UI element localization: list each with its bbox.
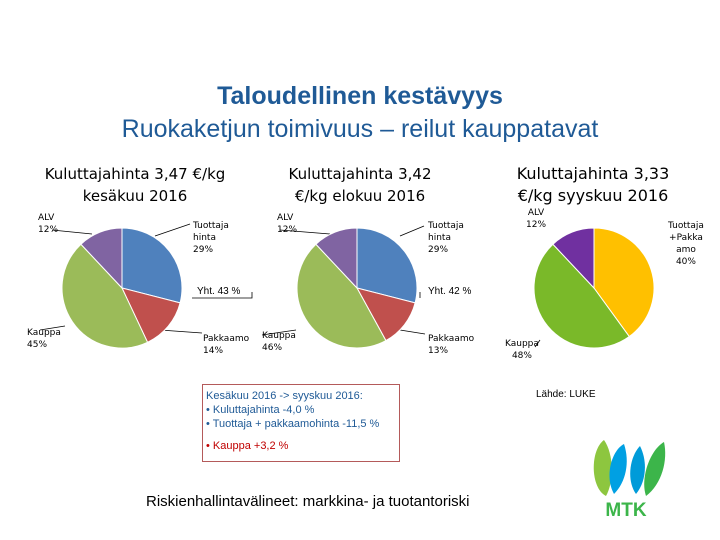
pie2-title: Kuluttajahinta 3,42 €/kg elokuu 2016: [235, 163, 485, 207]
pie2-label-kauppa-value: 46%: [262, 343, 283, 353]
pie2-slice-alv: [315, 227, 358, 290]
pie2-label-pakkaamo: Pakkaamo 13%: [428, 333, 474, 357]
pie3-label-kauppa: Kauppa 48%: [505, 338, 539, 362]
pie2-title-line1: Kuluttajahinta 3,42: [288, 165, 432, 183]
pie1-label-alv: ALV 12%: [38, 212, 58, 236]
pie1-slice-pakkaamo: [121, 287, 181, 343]
slide-title: Taloudellinen kestävyys: [217, 82, 503, 110]
pie3-slice-kauppa: [533, 243, 630, 349]
logo-leaf-mid-right: [630, 446, 645, 494]
pie3-title-line1: Kuluttajahinta 3,33: [516, 164, 670, 183]
pie1-pakkaamo-leader: [159, 329, 203, 334]
pie3-label-kauppa-name: Kauppa: [505, 339, 539, 349]
pie1-kauppa-leader: [39, 325, 66, 331]
pie2-slice-kauppa: [296, 243, 387, 349]
pie2-label-alv: ALV 12%: [277, 212, 297, 236]
pie1-yht-leader: [192, 292, 253, 299]
pie3-title: Kuluttajahinta 3,33 €/kg syyskuu 2016: [468, 163, 718, 207]
pie1-slice-tuottajahinta: [121, 227, 183, 304]
pie1-slice-kauppa: [61, 243, 149, 349]
logo-leaf-left: [593, 440, 612, 496]
pie1-total-label: Yht. 43 %: [197, 286, 241, 297]
pie2-label-pakkaamo-name: Pakkaamo: [428, 334, 475, 344]
pie1-label-alv-name: ALV: [38, 213, 55, 223]
pie1-title: Kuluttajahinta 3,47 €/kg kesäkuu 2016: [10, 163, 260, 207]
pie-chart-kesakuu: [61, 227, 183, 349]
pie1-title-line2: kesäkuu 2016: [82, 187, 188, 205]
pie2-alv-leader: [279, 229, 331, 235]
pie2-label-tuottaja: Tuottaja hinta 29%: [428, 220, 464, 256]
pie3-label-kauppa-value: 48%: [511, 351, 532, 361]
summary-line2: • Kuluttajahinta -4,0 %: [206, 404, 315, 416]
pie1-label-pakkaamo-value: 14%: [203, 346, 224, 356]
pie1-label-tuottaja-value: 29%: [193, 245, 214, 255]
pie1-label-tuottaja-name1: Tuottaja: [193, 221, 229, 231]
pie2-label-kauppa-name: Kauppa: [262, 331, 296, 341]
pie2-pakkaamo-leader: [399, 329, 426, 335]
pie2-slice-tuottajahinta: [356, 227, 418, 304]
pie1-label-pakkaamo: Pakkaamo 14%: [203, 333, 249, 357]
pie2-label-tuottaja-name2: hinta: [428, 233, 451, 243]
logo-text: MTK: [605, 500, 646, 521]
pie2-label-tuottaja-name1: Tuottaja: [428, 221, 464, 231]
pie3-label-tp-name2: +Pakka: [669, 233, 703, 243]
slide-subtitle: Ruokaketjun toimivuus – reilut kauppatav…: [121, 115, 599, 143]
pie1-label-kauppa: Kauppa 45%: [27, 327, 61, 351]
pie2-label-alv-value: 12%: [277, 225, 298, 235]
pie3-label-alv: ALV 12%: [526, 207, 546, 231]
pie2-label-tuottaja-value: 29%: [428, 245, 449, 255]
pie3-label-tp-name3: amo: [676, 245, 696, 255]
pie1-label-kauppa-value: 45%: [27, 340, 48, 350]
pie1-label-tuottaja: Tuottaja hinta 29%: [193, 220, 229, 256]
pie1-label-alv-value: 12%: [38, 225, 59, 235]
pie1-label-kauppa-name: Kauppa: [27, 328, 61, 338]
pie3-kauppa-leader: [534, 339, 541, 348]
pie2-label-pakkaamo-value: 13%: [428, 346, 449, 356]
pie1-label-pakkaamo-name: Pakkaamo: [203, 334, 250, 344]
pie3-label-tp-name1: Tuottaja: [668, 221, 704, 231]
summary-line4: • Kauppa +3,2 %: [206, 440, 289, 452]
logo-leaf-right: [644, 442, 666, 496]
pie2-kauppa-leader: [261, 329, 297, 336]
pie2-title-line2: €/kg elokuu 2016: [294, 187, 426, 205]
pie1-alv-leader: [51, 229, 93, 235]
logo-leaf-mid-left: [609, 444, 627, 494]
pie-chart-elokuu: [296, 227, 418, 349]
mtk-logo: MTK: [593, 440, 666, 521]
pie1-title-line1: Kuluttajahinta 3,47 €/kg: [44, 165, 226, 183]
summary-line3: • Tuottaja + pakkaamohinta -11,5 %: [206, 418, 380, 430]
pie1-label-tuottaja-name2: hinta: [193, 233, 216, 243]
summary-box: Kesäkuu 2016 -> syyskuu 2016: • Kuluttaj…: [202, 384, 400, 462]
pie1-tuottaja-leader: [154, 223, 191, 237]
pie-chart-syyskuu: [533, 227, 655, 349]
pie3-slice-alv: [552, 227, 595, 290]
summary-line1: Kesäkuu 2016 -> syyskuu 2016:: [206, 390, 363, 402]
pie3-label-tp-value: 40%: [675, 257, 696, 267]
pie3-label-tuottaja-pakkaamo: Tuottaja +Pakka amo 40%: [668, 220, 704, 268]
footer-text: Riskienhallintavälineet: markkina- ja tu…: [146, 493, 470, 510]
leader-lines: [39, 223, 541, 348]
pie2-label-kauppa: Kauppa 46%: [262, 330, 296, 354]
source-note: Lähde: LUKE: [536, 389, 596, 400]
pie3-label-alv-value: 12%: [526, 220, 547, 230]
pie2-total-label: Yht. 42 %: [428, 286, 472, 297]
pie3-title-line2: €/kg syyskuu 2016: [517, 186, 669, 205]
pie2-tuottaja-leader: [399, 225, 425, 237]
pie2-label-alv-name: ALV: [277, 213, 294, 223]
pie1-slice-alv: [80, 227, 123, 290]
pie3-slice-tuottaja-pakkaamo: [593, 227, 655, 338]
pie3-label-alv-name: ALV: [527, 208, 545, 218]
